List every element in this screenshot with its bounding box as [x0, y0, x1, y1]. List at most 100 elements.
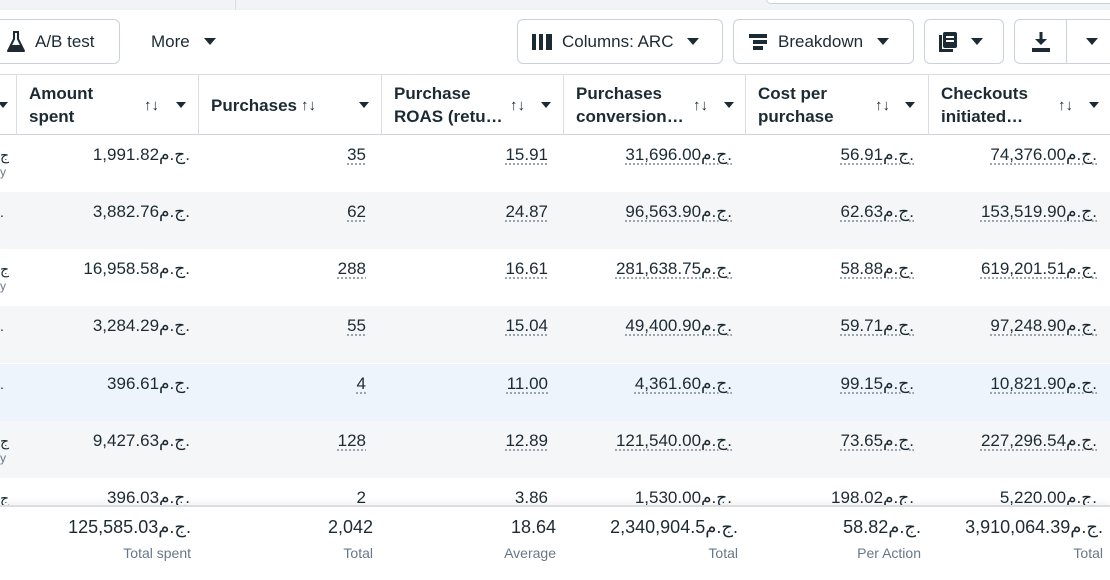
cell-purchases[interactable]: 62	[347, 202, 366, 221]
cell-conversion-value[interactable]: 1,530.00ج.م.	[634, 488, 732, 507]
cell-amount-spent: 1,991.82ج.م.	[92, 145, 190, 164]
chevron-down-icon	[1086, 38, 1098, 45]
cell-conversion-value[interactable]: 121,540.00ج.م.	[615, 431, 732, 450]
chevron-down-icon	[971, 38, 983, 45]
top-strip	[0, 0, 1110, 10]
reports-icon	[939, 31, 957, 52]
cell-clipped-sub: y	[0, 451, 6, 465]
cell-purchases[interactable]: 288	[337, 259, 366, 278]
cell-clipped: .	[0, 318, 4, 334]
header-purchases[interactable]: Purchases ↑↓	[199, 75, 382, 135]
sort-icon[interactable]: ↑↓	[510, 96, 525, 114]
sort-icon[interactable]: ↑↓	[144, 96, 159, 114]
cell-amount-spent: 9,427.63ج.م.	[92, 431, 190, 450]
flask-icon	[7, 30, 25, 52]
header-amount-spent[interactable]: Amount spent ↑↓	[17, 75, 199, 135]
cell-checkouts[interactable]: 227,296.54ج.م.	[980, 431, 1097, 450]
breakdown-icon	[749, 33, 767, 50]
cell-purchases[interactable]: 2	[356, 488, 366, 507]
cell-cost-per-purchase[interactable]: 59.71ج.م.	[840, 316, 914, 335]
ab-test-button[interactable]: A/B test	[0, 19, 120, 64]
cell-checkouts[interactable]: 10,821.90ج.م.	[990, 374, 1097, 393]
table-row[interactable]: ج y 16,958.58ج.م. 288 16.61 281,638.75ج.…	[0, 249, 1110, 306]
cell-checkouts[interactable]: 97,248.90ج.م.	[990, 316, 1097, 335]
table-row[interactable]: ج y 1,991.82ج.م. 35 15.91 31,696.00ج.م. …	[0, 135, 1110, 192]
cell-cost-per-purchase[interactable]: 73.65ج.م.	[840, 431, 914, 450]
sort-icon[interactable]: ↑↓	[875, 96, 890, 114]
cell-roas[interactable]: 24.87	[505, 202, 548, 221]
cell-roas[interactable]: 16.61	[505, 259, 548, 278]
chevron-down-icon[interactable]	[724, 102, 734, 108]
top-search-edge[interactable]	[766, 0, 1110, 4]
header-purchases-conversion[interactable]: Purchases conversion… ↑↓	[564, 75, 746, 135]
total-conversion-value-caption: Total	[708, 545, 738, 561]
cell-cost-per-purchase[interactable]: 56.91ج.م.	[840, 145, 914, 164]
top-divider	[235, 0, 236, 10]
cell-conversion-value[interactable]: 96,563.90ج.م.	[625, 202, 732, 221]
cell-purchases[interactable]: 4	[356, 374, 366, 393]
cell-cost-per-purchase[interactable]: 198.02ج.م.	[831, 488, 914, 507]
export-button-group	[1014, 19, 1110, 64]
header-purchase-roas[interactable]: Purchase ROAS (retu… ↑↓	[382, 75, 564, 135]
table-row[interactable]: . 3,882.76ج.م. 62 24.87 96,563.90ج.م. 62…	[0, 192, 1110, 249]
header-checkouts-initiated[interactable]: Checkouts initiated… ↑↓	[929, 75, 1110, 135]
cell-conversion-value[interactable]: 281,638.75ج.م.	[615, 259, 732, 278]
toolbar: A/B test More Columns: ARC Breakdown	[0, 10, 1110, 74]
header-cost-per-purchase[interactable]: Cost per purchase ↑↓	[746, 75, 929, 135]
table-row[interactable]: . 3,284.29ج.م. 55 15.04 49,400.90ج.م. 59…	[0, 306, 1110, 363]
chevron-down-icon[interactable]	[541, 102, 551, 108]
table-header: Amount spent ↑↓ Purchases ↑↓ Purchase ROAS…	[0, 74, 1110, 135]
total-checkouts: 3,910,064.39ج.م.	[965, 517, 1103, 537]
cell-checkouts[interactable]: 5,220.00ج.م.	[999, 488, 1097, 507]
chevron-down-icon[interactable]	[1089, 102, 1099, 108]
table-row[interactable]: ج 396.03ج.م. 2 3.86 1,530.00ج.م. 198.02ج…	[0, 478, 1110, 535]
cell-roas[interactable]: 12.89	[505, 431, 548, 450]
cell-purchases[interactable]: 35	[347, 145, 366, 164]
sort-icon[interactable]: ↑↓	[693, 96, 708, 114]
cell-cost-per-purchase[interactable]: 58.88ج.م.	[840, 259, 914, 278]
table-row[interactable]: ج y 9,427.63ج.م. 128 12.89 121,540.00ج.م…	[0, 421, 1110, 478]
cell-roas[interactable]: 11.00	[506, 374, 548, 393]
header-partial-column[interactable]	[0, 75, 17, 135]
total-purchases: 2,042	[327, 517, 373, 537]
cell-conversion-value[interactable]: 4,361.60ج.م.	[634, 374, 732, 393]
cell-checkouts[interactable]: 153,519.90ج.م.	[980, 202, 1097, 221]
total-amount-spent-caption: Total spent	[123, 545, 191, 561]
cell-roas[interactable]: 15.91	[505, 145, 548, 164]
chevron-down-icon[interactable]	[905, 102, 915, 108]
cell-clipped: .	[0, 376, 4, 392]
chevron-down-icon	[877, 38, 890, 45]
cell-roas[interactable]: 3.86	[514, 488, 548, 507]
cell-purchases[interactable]: 128	[337, 431, 366, 450]
cell-purchases[interactable]: 55	[347, 316, 366, 335]
breakdown-button[interactable]: Breakdown	[733, 19, 914, 64]
cell-conversion-value[interactable]: 31,696.00ج.م.	[625, 145, 732, 164]
sort-icon[interactable]: ↑↓	[1058, 96, 1073, 114]
total-amount-spent: 125,585.03ج.م.	[68, 517, 191, 537]
cell-cost-per-purchase[interactable]: 62.63ج.م.	[840, 202, 914, 221]
columns-button[interactable]: Columns: ARC	[517, 19, 723, 64]
table-row-hovered[interactable]: . 396.61ج.م. 4 11.00 4,361.60ج.م. 99.15ج…	[0, 364, 1110, 421]
cell-roas[interactable]: 15.04	[505, 316, 548, 335]
export-button[interactable]	[1015, 20, 1067, 63]
cell-clipped: ج	[0, 261, 10, 277]
total-cost-per-purchase: 58.82ج.م.	[843, 517, 921, 537]
header-label: Purchase ROAS (retu…	[394, 84, 503, 126]
total-roas: 18.64	[510, 517, 556, 537]
cell-checkouts[interactable]: 74,376.00ج.م.	[990, 145, 1097, 164]
header-label: Checkouts initiated…	[941, 84, 1028, 126]
more-button[interactable]: More	[140, 19, 240, 64]
reports-button[interactable]	[924, 19, 1004, 64]
cell-amount-spent: 3,284.29ج.م.	[92, 316, 190, 335]
cell-conversion-value[interactable]: 49,400.90ج.م.	[625, 316, 732, 335]
cell-clipped: ج	[0, 433, 10, 449]
cell-cost-per-purchase[interactable]: 99.15ج.م.	[840, 374, 914, 393]
cell-clipped: ج	[0, 147, 10, 163]
columns-icon	[532, 33, 552, 50]
chevron-down-icon[interactable]	[176, 102, 186, 108]
export-dropdown[interactable]	[1067, 20, 1110, 63]
cell-checkouts[interactable]: 619,201.51ج.م.	[980, 259, 1097, 278]
total-purchases-caption: Total	[343, 545, 373, 561]
sort-icon[interactable]: ↑↓	[301, 96, 316, 114]
chevron-down-icon[interactable]	[359, 102, 369, 108]
